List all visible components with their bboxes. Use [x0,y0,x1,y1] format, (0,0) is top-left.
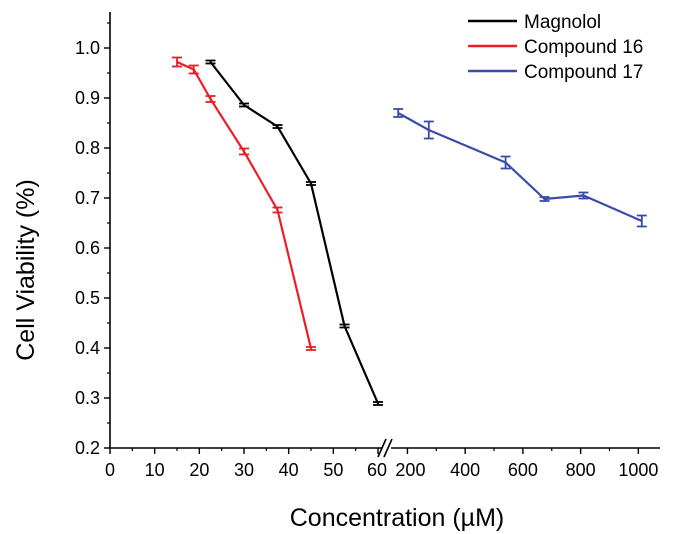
y-tick-label: 0.7 [75,188,100,208]
x-tick-label: 400 [450,460,480,480]
series-line [209,61,380,404]
x-tick-label: 40 [279,460,299,480]
legend: Magnolol Compound 16 Compound 17 [468,12,643,83]
y-tick-label: 0.6 [75,238,100,258]
y-tick-label: 0.9 [75,88,100,108]
x-tick-label: 50 [323,460,343,480]
plot-area [172,56,647,406]
x-tick-label: 600 [508,460,538,480]
axis-break-mark [383,438,393,458]
x-axis-title: Concentration (µM) [290,504,504,532]
axes: 0.2 0.3 0.4 0.5 0.6 0.7 0.8 0.9 1.0 0 10 20 30 40 50 60… [75,12,660,480]
y-tick-label: 1.0 [75,38,100,58]
legend-label: Compound 16 [524,37,643,58]
y-tick-label: 0.3 [75,388,100,408]
y-tick-label: 0.5 [75,288,100,308]
legend-label: Compound 17 [524,62,643,83]
y-axis-title: Cell Viability (%) [12,179,40,361]
legend-label: Magnolol [524,12,601,33]
axis-break-mark [377,438,387,458]
y-tick-label: 0.2 [75,438,100,458]
x-tick-label: 20 [189,460,209,480]
x-tick-label: 1000 [618,460,658,480]
x-tick-label: 800 [566,460,596,480]
x-tick-label: 10 [145,460,165,480]
x-tick-label: 200 [395,460,425,480]
x-tick-label: 60 [367,460,387,480]
y-tick-label: 0.4 [75,338,100,358]
series-line [176,60,313,349]
y-tick-label: 0.8 [75,138,100,158]
x-tick-label: 30 [234,460,254,480]
x-tick-label: 0 [105,460,115,480]
series-line [397,112,643,223]
